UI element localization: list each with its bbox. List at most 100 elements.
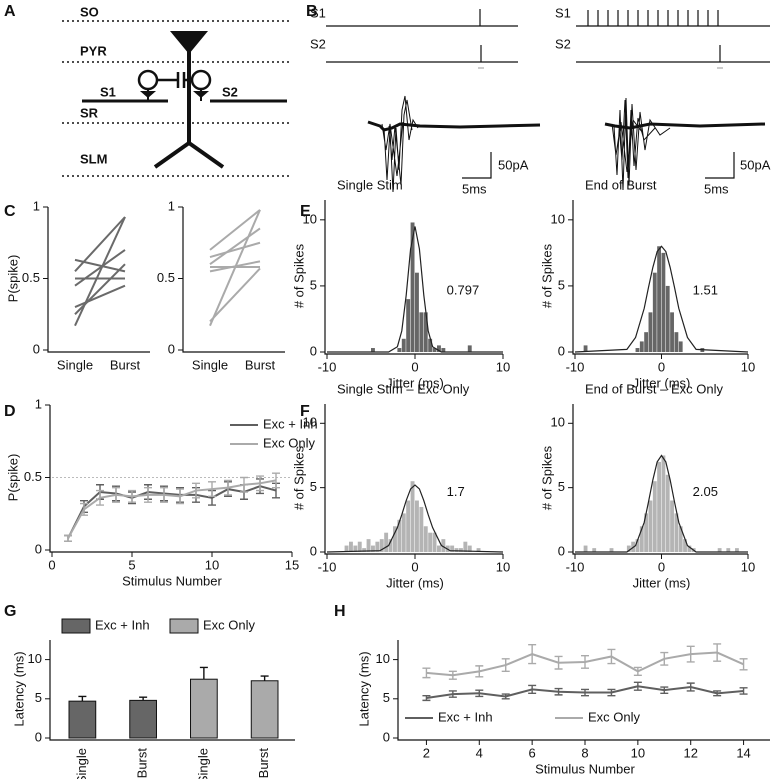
chart: 0 0.5 1 Single Burst [157, 198, 285, 372]
scale-bar [705, 152, 735, 179]
error-bar [192, 482, 200, 499]
x-tick-label: Burst [110, 357, 141, 372]
error-bar [128, 489, 136, 503]
bar [397, 519, 402, 552]
trace [611, 97, 671, 191]
chart-title: Single Stim – Exc Only [337, 381, 470, 396]
y-axis-label: # of Spikes [291, 445, 306, 510]
x-tick-label: Burst [245, 357, 276, 372]
x-tick-label: Single [74, 748, 89, 779]
legend-label: Exc + Inh [438, 709, 493, 724]
bar [652, 272, 657, 352]
channel-label: S2 [310, 36, 326, 51]
series-line [74, 216, 126, 273]
bar [583, 345, 588, 352]
bar [410, 222, 415, 352]
scale-bar [462, 152, 492, 179]
bar [393, 526, 397, 552]
y-tick-label: 0 [35, 541, 42, 556]
bar [415, 500, 419, 552]
bar [432, 532, 437, 552]
bar [450, 545, 455, 552]
bar [661, 252, 666, 352]
bar [674, 513, 679, 552]
error-bar [448, 690, 457, 698]
scale-label: 5ms [704, 181, 729, 196]
error-bar [256, 475, 264, 492]
stimulus-trace [576, 10, 770, 63]
bar [423, 526, 428, 552]
bar [678, 341, 683, 352]
bar [670, 500, 674, 552]
y-axis-label: P(spike) [5, 454, 20, 502]
axis-line [47, 207, 150, 353]
bar [609, 548, 614, 552]
bar [432, 348, 437, 352]
x-tick-label: 10 [496, 559, 510, 574]
error-bar [96, 489, 104, 506]
panel-label: F [300, 403, 310, 420]
stimulus-trace [326, 9, 518, 63]
bar [129, 699, 157, 739]
error-bar [528, 684, 537, 695]
scale-label: 50pA [740, 157, 771, 172]
x-axis-label: Jitter (ms) [633, 375, 691, 390]
legend-label: Exc Only [263, 435, 316, 450]
bar [648, 500, 653, 552]
y-tick-label: 5 [558, 277, 565, 292]
inhibitory-synapse [157, 72, 192, 88]
bar [644, 332, 649, 352]
panel-label: D [4, 403, 16, 420]
current-traces: 50pA 5ms 50pA 5ms [367, 95, 771, 196]
y-tick-label: 10 [28, 651, 42, 666]
bar [415, 272, 419, 352]
bar [441, 348, 446, 352]
bar [362, 548, 367, 552]
legend-swatch [169, 618, 199, 634]
y-tick-label: 10 [551, 415, 565, 430]
panel-labels: A B C D E F G H [4, 3, 346, 620]
axis-line [49, 640, 295, 741]
y-tick-label: 0 [310, 343, 317, 358]
annotation: 2.05 [693, 484, 718, 499]
x-tick-label: 10 [741, 359, 755, 374]
stimulus-protocol: S1 S2 S1 S2 [310, 5, 770, 69]
error-bar [713, 643, 722, 662]
y-tick-label: 0 [383, 729, 390, 744]
x-tick-label: Single [192, 357, 228, 372]
x-axis-label: Stimulus Number [535, 761, 635, 776]
circuit-diagram: SO PYR SR SLM S1 S2 [62, 4, 290, 177]
y-tick-label: 0 [33, 341, 40, 356]
error-bar [422, 667, 431, 679]
y-tick-label: 0 [35, 729, 42, 744]
bar [437, 345, 441, 352]
layer-label: SLM [80, 151, 107, 166]
x-tick-label: -10 [566, 559, 585, 574]
bar [674, 332, 679, 352]
fit-curve [575, 454, 748, 553]
trace [604, 122, 766, 130]
y-axis-label: # of Spikes [539, 243, 554, 308]
bar [639, 526, 644, 552]
annotation: 0.797 [447, 283, 480, 298]
x-tick-label: Burst [256, 748, 271, 779]
error-bar [633, 681, 642, 691]
fit-curve [326, 484, 504, 553]
error-bar [607, 648, 616, 665]
bar [441, 539, 446, 552]
error-bar [112, 486, 120, 503]
bar [406, 500, 411, 552]
bar [419, 312, 424, 352]
y-tick-label: 1 [35, 396, 42, 411]
channel-label: S2 [555, 36, 571, 51]
bar [644, 513, 649, 552]
bar [657, 246, 661, 352]
axis-line [397, 640, 770, 741]
y-tick-label: 5 [558, 479, 565, 494]
series-line [74, 284, 126, 309]
bar [467, 345, 472, 352]
bar [657, 461, 661, 552]
fit-curve [574, 245, 749, 353]
